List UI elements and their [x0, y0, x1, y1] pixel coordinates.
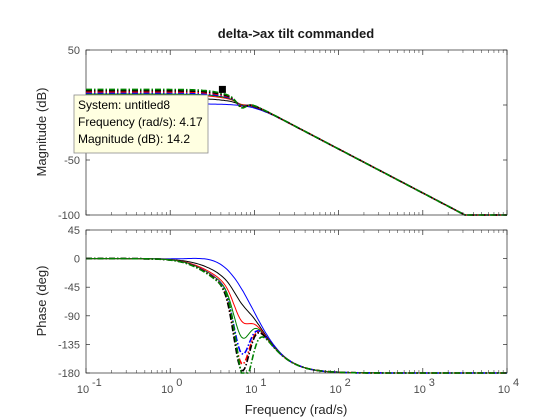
phase-curves — [86, 257, 507, 374]
magnitude-ytick-label: 50 — [68, 45, 80, 57]
phase-ytick-label: -135 — [58, 339, 80, 351]
magnitude-ytick-label: -100 — [58, 210, 80, 222]
phase-ytick-label: 0 — [74, 254, 80, 266]
phase-axes — [85, 229, 508, 374]
x-tick-label: 10 — [77, 384, 89, 396]
x-tick-exponent: 4 — [513, 377, 519, 389]
x-axis-label: Frequency (rad/s) — [245, 402, 348, 417]
magnitude-series-line-7 — [86, 88, 507, 216]
magnitude-ytick-label: -50 — [64, 155, 80, 167]
data-tip-system: System: untitled8 — [78, 98, 170, 112]
x-tick-label: 10 — [329, 384, 341, 396]
x-tick-exponent: -1 — [92, 377, 102, 389]
x-tick-label: 10 — [414, 384, 426, 396]
data-tip-frequency: Frequency (rad/s): 4.17 — [78, 115, 203, 129]
data-tip-marker[interactable] — [218, 85, 226, 93]
x-tick-label: 10 — [245, 384, 257, 396]
phase-ytick-label: -90 — [64, 311, 80, 323]
phase-ytick-label: -45 — [64, 282, 80, 294]
data-tip-box — [73, 94, 209, 154]
data-tip[interactable]: System: untitled8 Frequency (rad/s): 4.1… — [73, 94, 209, 154]
x-tick-label: 10 — [161, 384, 173, 396]
x-tick-exponent: 3 — [429, 377, 435, 389]
magnitude-ylabel: Magnitude (dB) — [34, 88, 49, 177]
phase-ylabel: Phase (deg) — [34, 266, 49, 337]
chart-title: delta->ax tilt commanded — [218, 26, 374, 41]
data-tip-magnitude: Magnitude (dB): 14.2 — [78, 132, 190, 146]
x-tick-exponent: 0 — [176, 377, 182, 389]
phase-ytick-label: -180 — [58, 368, 80, 380]
phase-ticks: 45 0 -45 -90 -135 -180 — [58, 225, 508, 380]
phase-ytick-label: 45 — [68, 225, 80, 237]
magnitude-curves — [86, 88, 507, 216]
x-tick-exponent: 2 — [345, 377, 351, 389]
x-tick-label: 10 — [498, 384, 510, 396]
phase-series-line-7 — [86, 257, 507, 374]
x-tick-exponent: 1 — [260, 377, 266, 389]
